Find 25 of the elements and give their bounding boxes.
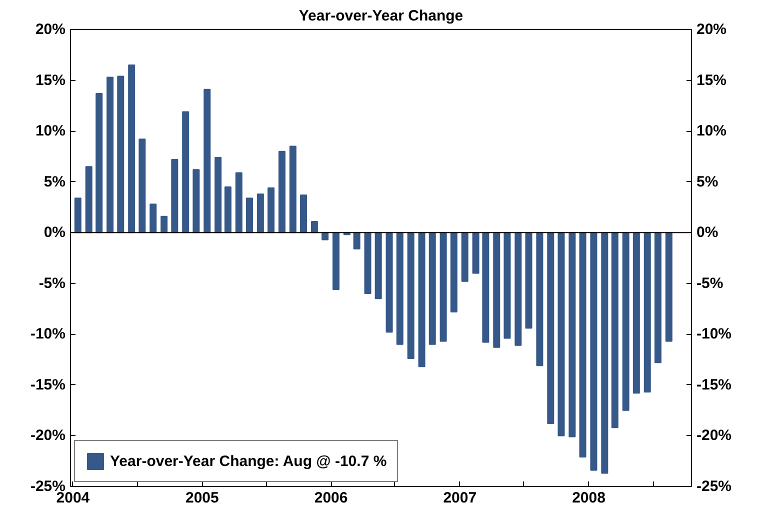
x-tick-label: 2008 — [572, 490, 606, 506]
x-tick-label: 2005 — [186, 490, 219, 506]
y2-tick-label: 20% — [696, 21, 727, 38]
y2-tick-label: -25% — [696, 478, 732, 495]
y-tick-label: -5% — [38, 274, 66, 292]
y2-tick-label: 5% — [696, 173, 718, 190]
y-tick-label: -10% — [30, 326, 66, 343]
y2-tick-label: 15% — [696, 72, 727, 89]
y-tick-label: 15% — [35, 72, 66, 89]
y-tick-label: 0% — [44, 224, 66, 242]
legend-label: Year-over-Year Change: Aug @ -10.7 % — [110, 452, 387, 470]
y-tick-label: 10% — [35, 122, 66, 140]
x-tick-label: 2007 — [443, 490, 477, 506]
y-tick-label: -15% — [30, 376, 66, 394]
x-tick-label: 2006 — [314, 490, 348, 506]
y2-tick-label: -20% — [696, 427, 732, 444]
y2-tick-label: 0% — [696, 224, 718, 242]
y-tick-label: 20% — [35, 21, 66, 38]
chart-title: Year-over-Year Change — [298, 8, 464, 24]
y-tick-label: 5% — [44, 173, 66, 190]
y-tick-label: -20% — [30, 427, 66, 444]
y2-tick-label: 10% — [696, 122, 727, 140]
y2-tick-label: -15% — [696, 376, 732, 394]
y2-tick-label: -5% — [696, 274, 724, 292]
y2-tick-label: -10% — [696, 326, 732, 343]
